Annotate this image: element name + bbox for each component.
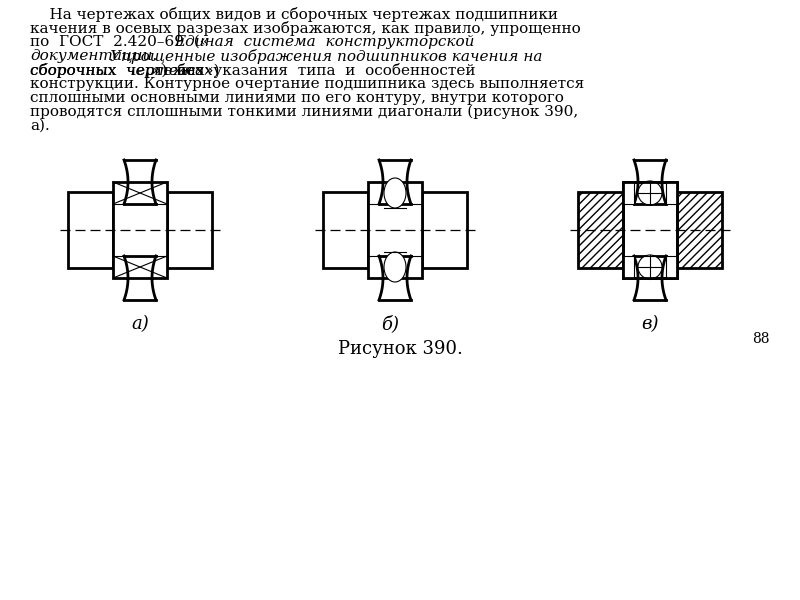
Text: »)  без  указания  типа  и  особенностей: ») без указания типа и особенностей (152, 63, 475, 78)
Text: конструкции. Контурное очертание подшипника здесь выполняется: конструкции. Контурное очертание подшипн… (30, 77, 584, 91)
Bar (666, 182, 677, 204)
Bar (113, 182, 167, 278)
Text: сборочных  чертежах: сборочных чертежах (30, 63, 213, 78)
Circle shape (638, 181, 662, 205)
Text: сплошными основными линиями по его контуру, внутри которого: сплошными основными линиями по его конту… (30, 91, 564, 105)
Bar (368, 182, 422, 278)
Text: качения в осевых разрезах изображаются, как правило, упрощенно: качения в осевых разрезах изображаются, … (30, 21, 581, 36)
Bar (623, 256, 634, 278)
Ellipse shape (384, 252, 406, 282)
Text: а).: а). (30, 119, 50, 133)
Text: документации.: документации. (30, 49, 158, 63)
Bar (623, 182, 634, 204)
Ellipse shape (384, 178, 406, 208)
Bar (68, 192, 113, 268)
Text: проводятся сплошными тонкими линиями диагонали (рисунок 390,: проводятся сплошными тонкими линиями диа… (30, 105, 578, 119)
Text: в): в) (642, 315, 658, 333)
Text: Упрощенные изображения подшипников качения на: Упрощенные изображения подшипников качен… (110, 49, 542, 64)
Bar (677, 192, 722, 268)
Bar (422, 192, 467, 268)
Text: по  ГОСТ  2.420–69  («: по ГОСТ 2.420–69 (« (30, 35, 209, 49)
Text: сборочных  чертежах»): сборочных чертежах») (30, 63, 219, 78)
Bar (623, 182, 677, 278)
Text: На чертежах общих видов и сборочных чертежах подшипники: На чертежах общих видов и сборочных черт… (30, 7, 558, 22)
Bar (323, 192, 368, 268)
Text: б): б) (381, 315, 399, 333)
Text: 88: 88 (753, 332, 770, 346)
Text: Рисунок 390.: Рисунок 390. (338, 340, 462, 358)
Bar (167, 192, 212, 268)
Text: Единая  система  конструкторской: Единая система конструкторской (174, 35, 474, 49)
Bar (578, 192, 623, 268)
Circle shape (638, 255, 662, 279)
Bar (666, 256, 677, 278)
Bar (623, 182, 677, 278)
Text: а): а) (131, 315, 149, 333)
